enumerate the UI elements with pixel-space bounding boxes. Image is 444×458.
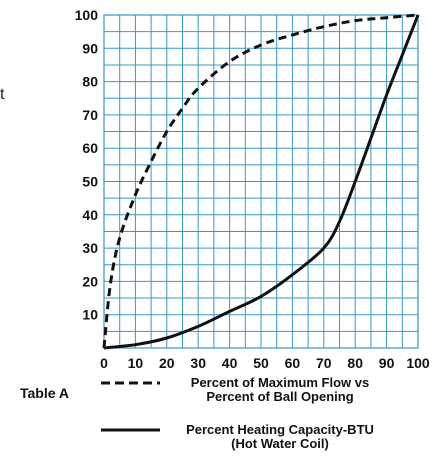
x-tick-label: 80 xyxy=(347,355,363,371)
legend-label: Percent of Ball Opening xyxy=(206,389,353,404)
x-tick-label: 100 xyxy=(406,355,430,371)
x-tick-label: 90 xyxy=(379,355,395,371)
series-line-maximum-flow xyxy=(102,13,419,349)
y-tick-label: 30 xyxy=(82,240,98,256)
x-tick-label: 20 xyxy=(159,355,175,371)
legend-label: Percent of Maximum Flow vs xyxy=(191,375,369,390)
x-tick-label: 50 xyxy=(253,355,269,371)
x-tick-label: 70 xyxy=(316,355,332,371)
y-tick-label: 70 xyxy=(82,107,98,123)
x-tick-label: 30 xyxy=(190,355,206,371)
legend-label: Percent Heating Capacity-BTU xyxy=(186,422,374,437)
y-tick-label: 20 xyxy=(82,273,98,289)
x-tick-label: 10 xyxy=(128,355,144,371)
y-tick-label: 60 xyxy=(82,140,98,156)
y-axis-tick-labels: 10 20 30 40 50 60 70 80 90 100 xyxy=(75,7,99,323)
y-tick-label: 40 xyxy=(82,207,98,223)
cropped-text-fragment: t xyxy=(0,86,5,103)
series-line-heating-capacity xyxy=(103,14,420,350)
chart-grid xyxy=(103,14,419,349)
legend-title: Table A xyxy=(20,385,69,401)
chart-series xyxy=(102,13,420,350)
x-axis-tick-labels: 0 10 20 30 40 50 60 70 80 90 100 xyxy=(100,355,430,371)
y-tick-label: 90 xyxy=(82,40,98,56)
x-tick-label: 40 xyxy=(222,355,238,371)
y-tick-label: 80 xyxy=(82,74,98,90)
x-tick-label: 60 xyxy=(285,355,301,371)
y-tick-label: 10 xyxy=(82,307,98,323)
y-tick-label: 50 xyxy=(82,174,98,190)
x-tick-label: 0 xyxy=(100,355,108,371)
y-tick-label: 100 xyxy=(75,7,99,23)
legend-label: (Hot Water Coil) xyxy=(231,436,329,451)
